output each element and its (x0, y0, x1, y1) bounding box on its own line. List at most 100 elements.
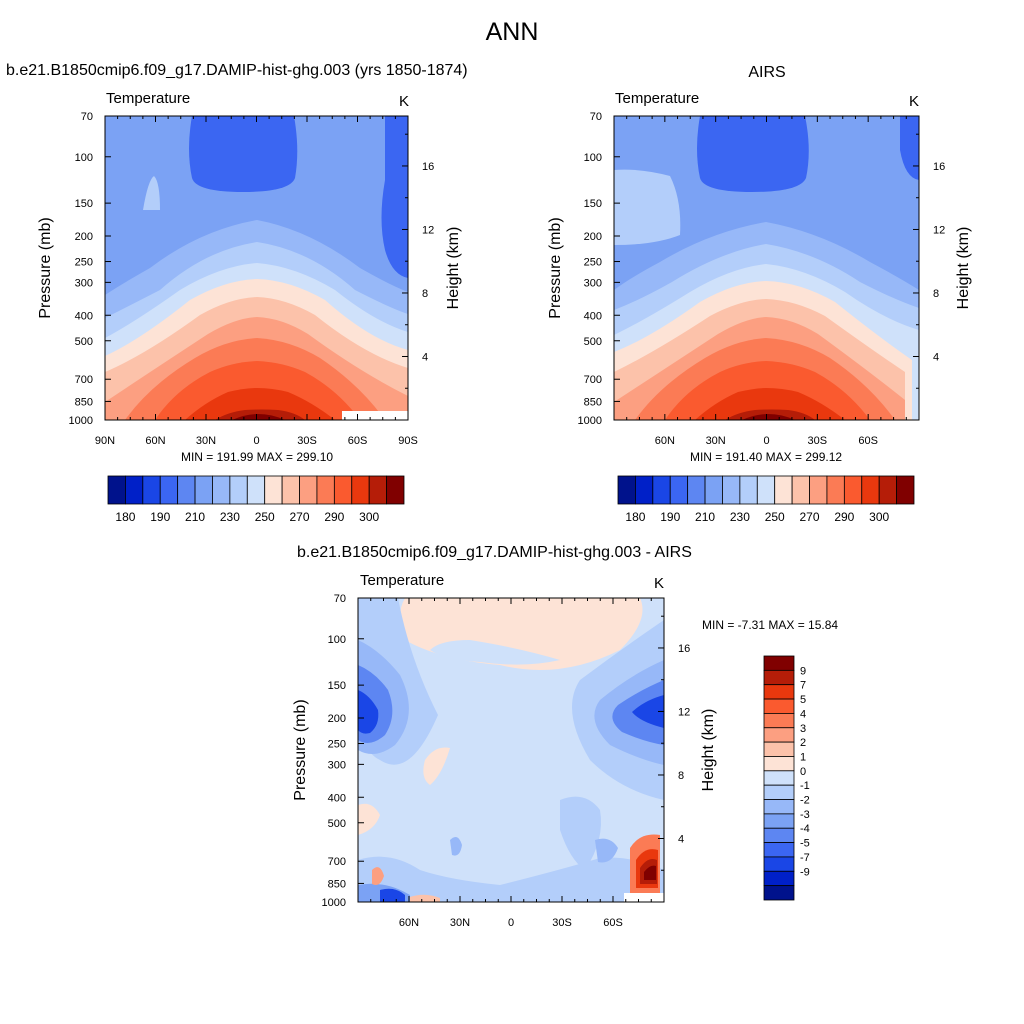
colorbar-box (791, 475, 810, 505)
contour-band (381, 116, 408, 278)
contour-band (742, 414, 795, 420)
colorbar-label: 190 (150, 510, 170, 524)
height-tick-label: 8 (422, 288, 428, 300)
contour-band (632, 695, 664, 728)
colorbar-box (763, 669, 795, 686)
contour-band (372, 867, 384, 885)
colorbar-box (368, 475, 387, 505)
height-tick-label: 4 (933, 351, 939, 363)
x-tick-label: 0 (253, 435, 259, 447)
colorbar-box (763, 741, 795, 757)
airs-temperature-panel: 60N 30N 0 30S 60S 70 100 150 200 250 300 400 500 700… (547, 90, 972, 524)
height-tick-label: 16 (422, 161, 434, 173)
min-max-label: MIN = 191.40 MAX = 299.12 (690, 450, 842, 464)
colorbar-box (763, 756, 795, 772)
height-tick-label: 4 (422, 351, 428, 363)
contour-band (697, 116, 809, 192)
pressure-axis-ticks: 70 100 150 200 250 300 400 500 700 850 1000 (578, 111, 620, 427)
pressure-axis-ticks: 70 100 150 200 250 300 400 500 700 850 1000 (69, 111, 111, 427)
pressure-tick-label: 150 (584, 198, 602, 210)
pressure-tick-label: 500 (75, 336, 93, 348)
height-axis-label: Height (km) (700, 709, 717, 792)
colorbar-box (763, 655, 795, 671)
colorbar-box (386, 475, 405, 505)
x-tick-label: 30S (297, 435, 317, 447)
colorbar-label: 290 (324, 510, 344, 524)
contour-band (560, 796, 601, 870)
x-axis-ticks: 60N 30N 0 30S 60S (357, 598, 665, 929)
x-tick-label: 90S (398, 435, 418, 447)
height-axis-label: Height (km) (445, 227, 462, 310)
colorbar-label: 250 (765, 510, 785, 524)
pressure-tick-label: 100 (328, 634, 346, 646)
colorbar-box (763, 784, 795, 800)
units-label: K (909, 93, 919, 110)
contour-band (695, 388, 845, 420)
contour-band (423, 747, 450, 785)
min-max-label: MIN = -7.31 MAX = 15.84 (702, 618, 838, 632)
pressure-tick-label: 300 (75, 277, 93, 289)
horizontal-colorbar: 180 190 210 230 250 270 290 300 (617, 475, 915, 524)
x-tick-label: 60S (603, 917, 623, 929)
contour-band (358, 803, 380, 835)
x-tick-label: 60N (145, 435, 165, 447)
min-max-label: MIN = 191.99 MAX = 299.10 (181, 450, 333, 464)
x-tick-label: 60N (655, 435, 675, 447)
colorbar-box (212, 475, 231, 505)
colorbar-box (159, 475, 179, 505)
x-tick-label: 30N (450, 917, 470, 929)
colorbar-box (763, 870, 795, 887)
horizontal-colorbar: 180 190 210 230 250 270 290 300 (107, 475, 405, 524)
colorbar-box (763, 713, 795, 729)
colorbar-label: -4 (800, 823, 810, 835)
pressure-tick-label: 400 (328, 792, 346, 804)
contour-band (430, 640, 560, 665)
colorbar-box (763, 770, 795, 786)
height-axis-ticks: 16 12 8 4 (402, 133, 434, 389)
pressure-axis-label: Pressure (mb) (37, 217, 54, 318)
colorbar-label: 2 (800, 737, 806, 749)
x-tick-label: 30S (552, 917, 572, 929)
pressure-tick-label: 70 (334, 593, 346, 605)
colorbar-label: 230 (220, 510, 240, 524)
colorbar-box (722, 475, 741, 505)
colorbar-label: -7 (800, 852, 810, 864)
colorbar-box (763, 799, 795, 815)
colorbar-box (763, 885, 795, 901)
colorbar-box (299, 475, 318, 505)
x-tick-label: 90N (95, 435, 115, 447)
contour-band (614, 169, 681, 245)
airs-contour-field (614, 116, 919, 420)
pressure-axis-ticks: 70 100 150 200 250 300 400 500 700 850 1000 (322, 593, 364, 909)
colorbar-box (177, 475, 196, 505)
colorbar-box (763, 727, 795, 743)
height-tick-label: 4 (678, 833, 684, 845)
colorbar-box (125, 475, 144, 505)
colorbar-box (774, 475, 793, 505)
colorbar-label: -3 (800, 809, 810, 821)
pressure-tick-label: 200 (584, 231, 602, 243)
x-tick-label: 60S (348, 435, 368, 447)
colorbar-box (635, 475, 654, 505)
colorbar-box (316, 475, 335, 505)
pressure-tick-label: 200 (75, 231, 93, 243)
colorbar-box (229, 475, 248, 505)
colorbar-box (669, 475, 689, 505)
colorbar-label: 5 (800, 694, 806, 706)
colorbar-label: 7 (800, 680, 806, 692)
colorbar-label: -2 (800, 795, 810, 807)
x-tick-label: 0 (763, 435, 769, 447)
pressure-tick-label: 150 (328, 680, 346, 692)
x-tick-label: 30S (808, 435, 828, 447)
colorbar-box (142, 475, 161, 505)
colorbar-label: 1 (800, 751, 806, 763)
colorbar-box (739, 475, 758, 505)
colorbar-label: 180 (115, 510, 135, 524)
x-tick-label: 60S (858, 435, 878, 447)
height-axis-ticks: 16 12 8 4 (913, 133, 945, 389)
contour-band (358, 856, 664, 902)
colorbar-label: 290 (834, 510, 854, 524)
colorbar-box (809, 475, 828, 505)
pressure-tick-label: 250 (328, 739, 346, 751)
colorbar-label: 9 (800, 665, 806, 677)
